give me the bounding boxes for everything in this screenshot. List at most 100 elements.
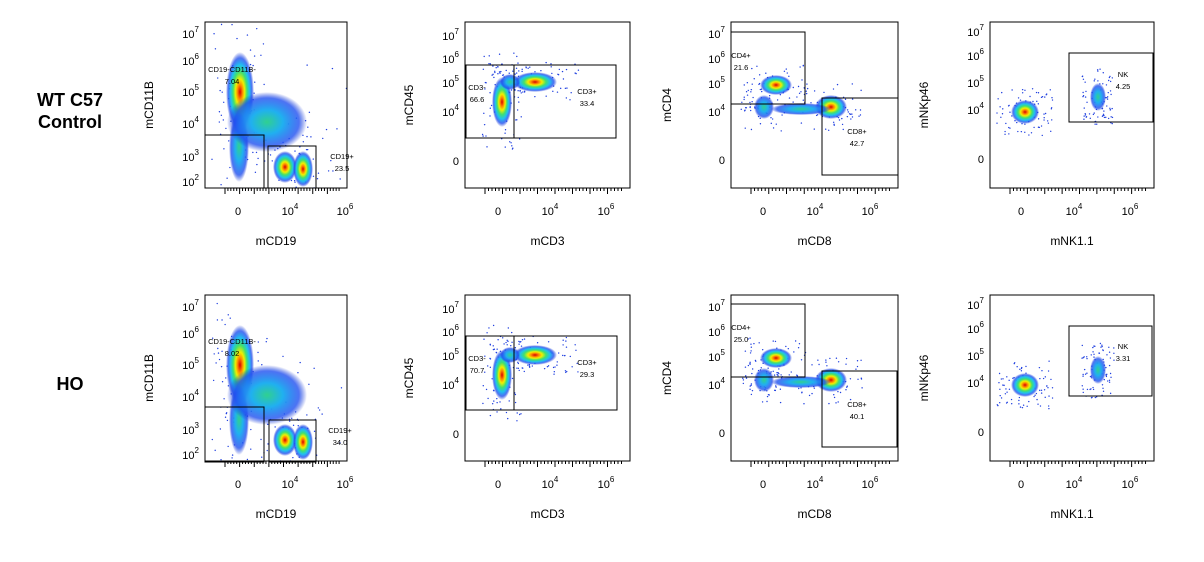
event-dot — [841, 117, 843, 120]
plot-frame — [204, 294, 348, 462]
event-dot — [1082, 95, 1084, 98]
tick-label: 0 — [978, 154, 984, 166]
event-dot — [783, 70, 786, 72]
y-axis-label: mCD11B — [142, 81, 156, 129]
event-dot — [483, 338, 485, 340]
tick-base: 10 — [542, 206, 554, 218]
event-dot — [1096, 123, 1098, 125]
tick-label: 104 — [182, 388, 199, 404]
event-dot — [487, 365, 489, 367]
gate-value: 34.0 — [333, 438, 348, 447]
tick-base: 10 — [862, 206, 874, 218]
gate — [1068, 325, 1153, 397]
tick-label: 0 — [978, 427, 984, 439]
event-dot — [569, 355, 572, 358]
density-blob — [1011, 100, 1039, 124]
event-dot — [823, 91, 825, 94]
event-dot — [787, 348, 790, 350]
gate — [268, 419, 317, 463]
event-dot — [759, 123, 762, 125]
event-dot — [331, 67, 334, 70]
tick-exponent: 6 — [874, 202, 879, 211]
event-dot — [226, 419, 229, 422]
tick-label: 104 — [1066, 475, 1083, 491]
event-dot — [508, 72, 510, 74]
event-dot — [1113, 352, 1115, 354]
event-dot — [263, 83, 265, 86]
event-dot — [1092, 113, 1095, 116]
event-dot — [758, 74, 761, 76]
event-dot — [266, 337, 268, 340]
event-dot — [761, 348, 764, 351]
event-dot — [770, 116, 772, 119]
event-dot — [786, 72, 788, 74]
tick-base: 10 — [708, 352, 720, 364]
tick-exponent: 6 — [195, 52, 200, 61]
event-dot — [998, 382, 1000, 384]
event-dot — [1109, 107, 1111, 109]
event-dot — [517, 367, 520, 370]
tick-exponent: 4 — [819, 202, 824, 211]
event-dot — [750, 128, 753, 131]
event-dot — [756, 65, 758, 67]
density-plot — [211, 302, 343, 475]
event-dot — [482, 135, 484, 137]
event-dot — [1102, 390, 1105, 392]
event-dot — [556, 361, 558, 363]
event-dot — [1033, 395, 1035, 398]
event-dot — [742, 377, 744, 380]
event-dot — [1105, 84, 1108, 86]
event-dot — [257, 341, 260, 343]
event-dot — [849, 398, 852, 401]
event-dot — [520, 116, 522, 118]
event-dot — [505, 411, 508, 414]
tick-exponent: 7 — [455, 27, 460, 36]
gate-value: 7.04 — [225, 77, 240, 86]
density-blob — [227, 92, 307, 152]
event-dot — [518, 70, 520, 72]
event-dot — [1035, 91, 1038, 94]
gate-name: CD19+ — [328, 426, 352, 435]
tick-exponent: 5 — [721, 75, 726, 84]
tick-label: 0 — [760, 479, 766, 491]
tick-base: 10 — [442, 107, 454, 119]
y-axis-label: mCD4 — [660, 361, 674, 395]
event-dot — [813, 387, 816, 389]
event-dot — [278, 192, 279, 193]
tick-exponent: 4 — [1078, 475, 1083, 484]
event-dot — [808, 394, 811, 397]
density-blob — [1011, 373, 1039, 397]
event-dot — [562, 78, 565, 80]
tick-exponent: 7 — [721, 25, 726, 34]
tick-exponent: 4 — [554, 202, 559, 211]
tick-base: 10 — [967, 300, 979, 312]
event-dot — [997, 98, 999, 100]
event-dot — [1100, 346, 1102, 348]
event-dot — [847, 111, 850, 113]
event-dot — [222, 474, 223, 475]
event-dot — [520, 345, 523, 347]
tick-exponent: 6 — [455, 50, 460, 59]
gate — [1068, 52, 1154, 123]
event-dot — [1096, 69, 1099, 71]
event-dot — [845, 357, 848, 360]
event-dot — [813, 128, 815, 130]
x-axis-label: mNK1.1 — [1050, 507, 1094, 521]
event-dot — [306, 135, 308, 138]
event-dot — [1086, 357, 1088, 360]
event-dot — [332, 170, 334, 172]
event-dot — [1020, 130, 1023, 133]
density-blob — [1090, 83, 1106, 111]
event-dot — [1043, 117, 1045, 119]
tick-label: 105 — [967, 347, 984, 363]
event-dot — [1109, 392, 1112, 395]
event-dot — [496, 411, 498, 413]
event-dot — [1037, 92, 1040, 94]
tick-label: 107 — [967, 296, 984, 312]
x-axis-label: mCD3 — [530, 234, 564, 248]
plot-frame — [989, 21, 1155, 189]
event-dot — [1110, 93, 1112, 96]
event-dot — [837, 361, 840, 363]
event-dot — [1105, 375, 1108, 378]
density-plot — [996, 68, 1114, 137]
